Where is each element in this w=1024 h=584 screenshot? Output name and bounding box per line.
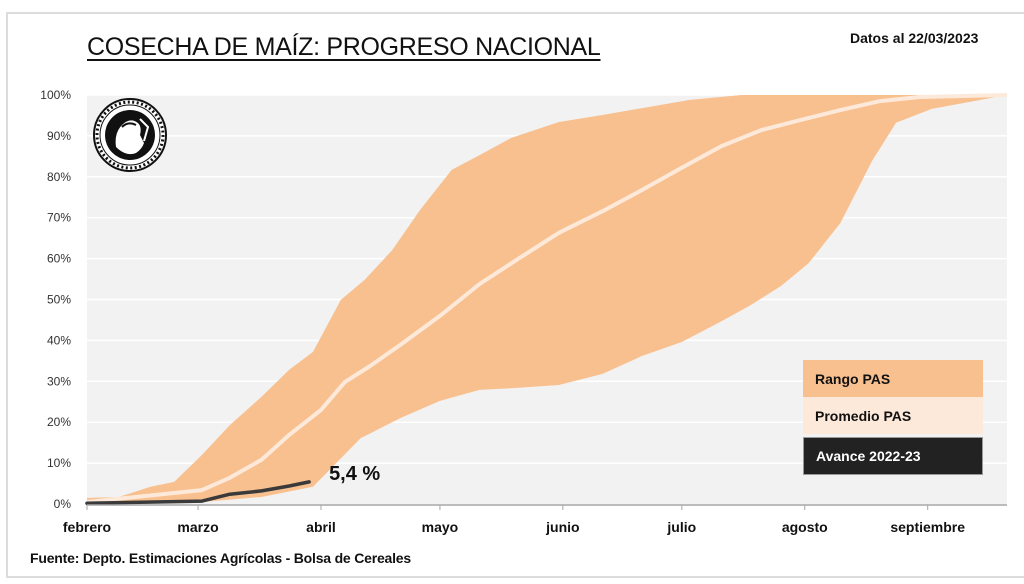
x-tick-label: abril — [306, 519, 336, 535]
y-tick-label: 20% — [47, 415, 71, 429]
avance-2022-23-line — [85, 480, 311, 505]
y-tick-label: 40% — [47, 333, 71, 347]
legend-label: Avance 2022-23 — [816, 448, 921, 464]
x-tick-label: febrero — [63, 519, 111, 535]
chart-title: COSECHA DE MAÍZ: PROGRESO NACIONAL — [87, 33, 601, 61]
y-tick-label: 0% — [54, 497, 72, 511]
data-date-note: Datos al 22/03/2023 — [850, 30, 979, 46]
x-tick-label: junio — [545, 519, 579, 535]
legend-item-avance: Avance 2022-23 — [803, 437, 983, 475]
x-tick-label: julio — [666, 519, 696, 535]
current-value-label: 5,4 % — [329, 463, 380, 485]
legend-label: Promedio PAS — [815, 407, 912, 424]
promedio-pas-line — [86, 93, 1008, 504]
y-tick-label: 60% — [47, 252, 71, 266]
x-tick-label: septiembre — [890, 519, 965, 535]
y-tick-label: 80% — [47, 170, 71, 184]
y-tick-label: 100% — [40, 88, 71, 102]
legend-item-rango-pas: Rango PAS — [803, 360, 983, 397]
x-tick-label: agosto — [782, 519, 828, 535]
source-note: Fuente: Depto. Estimaciones Agrícolas - … — [30, 550, 411, 566]
y-tick-label: 70% — [47, 211, 71, 225]
y-tick-label: 90% — [47, 129, 71, 143]
chart-frame — [6, 12, 1024, 578]
y-axis: 0% 10% 20% 30% 40% 50% 60% 70% 80% 90% 100% — [40, 88, 71, 511]
y-tick-label: 10% — [47, 456, 71, 470]
legend-item-promedio-pas: Promedio PAS — [803, 397, 983, 434]
range-pas-area — [87, 95, 1007, 504]
x-tick-label: marzo — [177, 519, 218, 535]
y-tick-label: 50% — [47, 293, 71, 307]
x-axis: febrero marzo abril mayo junio julio agosto sep… — [63, 505, 965, 535]
legend-label: Rango PAS — [815, 370, 891, 387]
y-tick-label: 30% — [47, 374, 71, 388]
x-tick-label: mayo — [422, 519, 459, 535]
bolsa-de-cereales-seal-icon — [93, 98, 167, 172]
